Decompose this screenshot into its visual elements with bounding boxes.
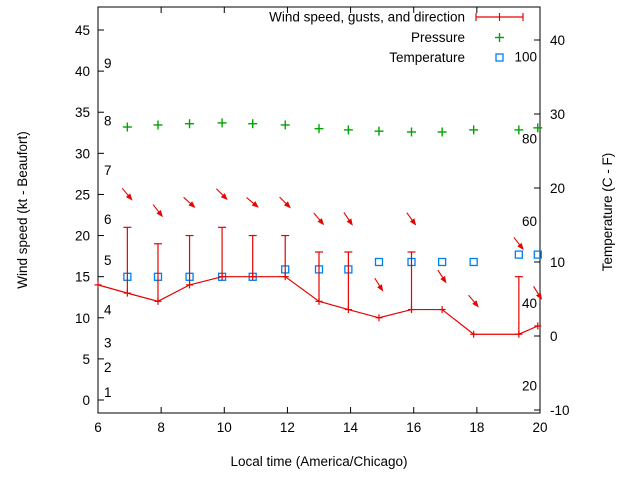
wind-arrow-head (440, 275, 447, 284)
y-right-axis-title: Temperature (C - F) (600, 153, 615, 272)
wind-speed-line (97, 276, 539, 335)
y-left-axis-title: Wind speed (kt - Beaufort) (15, 131, 30, 289)
y-left-tick-label: 5 (82, 352, 90, 367)
beaufort-label: 5 (104, 253, 112, 268)
wind-series (94, 187, 543, 338)
x-tick-label: 12 (280, 420, 295, 435)
y-right-tick-label: 20 (550, 181, 565, 196)
axis-border (97, 6, 541, 414)
wind-direction-arrow (279, 196, 291, 209)
wind-arrow-head (535, 292, 543, 300)
wind-arrow-head (409, 218, 417, 226)
y-left-tick-label: 30 (75, 146, 90, 161)
beaufort-label: 1 (104, 385, 112, 400)
y-right-tick-label: 30 (550, 107, 565, 122)
fahrenheit-scale-labels: 20 40 60 80 100 (514, 49, 537, 393)
x-axis-ticks: 6 8 10 12 14 16 18 20 (94, 7, 548, 435)
fahrenheit-label: 60 (522, 214, 537, 229)
beaufort-label: 4 (104, 303, 112, 318)
wind-arrow-head (188, 201, 196, 209)
plot-border (97, 6, 541, 414)
x-tick-label: 10 (217, 420, 232, 435)
x-tick-label: 16 (406, 420, 421, 435)
pressure-series (122, 118, 543, 137)
legend-label-pressure: Pressure (411, 30, 465, 45)
temperature-point (374, 257, 384, 267)
x-tick-label: 14 (343, 420, 359, 435)
legend-sample-temperature (495, 53, 504, 62)
x-tick-label: 6 (94, 420, 102, 435)
fahrenheit-label: 80 (522, 132, 537, 147)
temperature-point (514, 250, 523, 259)
wind-direction-arrow (152, 204, 163, 218)
y-left-tick-label: 45 (75, 23, 90, 38)
temperature-point (469, 257, 478, 267)
y-left-ticks: 0 5 10 15 20 25 30 35 40 45 (75, 23, 104, 408)
y-right-tick-label: 40 (550, 33, 565, 48)
wind-arrow-head (346, 218, 353, 226)
wind-direction-arrow (513, 237, 524, 251)
wind-direction-arrow (246, 197, 259, 208)
legend-label-wind: Wind speed, gusts, and direction (269, 10, 465, 25)
wind-direction-arrow (343, 212, 353, 226)
y-right-tick-label: 0 (550, 329, 558, 344)
wind-arrow-head (283, 201, 291, 209)
wind-direction-arrow (183, 196, 196, 209)
wind-arrow-head (472, 300, 479, 308)
legend-label-temperature: Temperature (389, 50, 465, 65)
y-left-tick-label: 40 (75, 64, 90, 79)
wind-arrow-head (317, 218, 325, 226)
y-left-tick-label: 0 (82, 393, 90, 408)
fahrenheit-label: 40 (522, 296, 537, 311)
y-left-tick-label: 25 (75, 187, 90, 202)
y-right-tick-label: 10 (550, 255, 565, 270)
wind-arrow-head (517, 242, 524, 251)
beaufort-label: 3 (104, 335, 112, 350)
y-left-tick-label: 35 (75, 105, 90, 120)
y-left-tick-label: 15 (75, 270, 90, 285)
fahrenheit-label: 20 (522, 378, 537, 393)
wind-arrow-head (125, 193, 133, 201)
wind-direction-arrow (437, 269, 447, 284)
x-tick-label: 20 (532, 420, 547, 435)
beaufort-label: 9 (104, 56, 112, 71)
legend (475, 13, 524, 62)
x-axis-title: Local time (America/Chicago) (230, 454, 407, 469)
wind-direction-arrow (374, 277, 384, 292)
wind-arrow-head (251, 201, 259, 208)
fahrenheit-label: 100 (514, 49, 537, 64)
wind-arrow-head (156, 209, 163, 218)
temperature-series (123, 250, 542, 281)
beaufort-label: 8 (104, 113, 112, 128)
wind-arrow-head (220, 193, 228, 201)
wind-direction-arrow (406, 212, 417, 226)
beaufort-label: 7 (104, 163, 112, 178)
beaufort-label: 2 (104, 360, 112, 375)
x-tick-label: 8 (157, 420, 165, 435)
temperature-point (437, 257, 447, 267)
temperature-point (533, 250, 542, 259)
x-tick-label: 18 (469, 420, 484, 435)
y-left-tick-label: 20 (75, 229, 90, 244)
beaufort-scale-labels: 1 2 3 4 5 6 7 8 9 (104, 56, 112, 400)
wind-direction-arrow (533, 286, 543, 300)
y-right-ticks: -10 0 10 20 30 40 (534, 33, 570, 418)
y-left-tick-label: 10 (75, 311, 90, 326)
wind-direction-arrow (121, 187, 133, 201)
y-right-tick-label: -10 (550, 403, 570, 418)
wind-arrow-head (377, 284, 384, 292)
wind-direction-arrow (468, 294, 479, 308)
beaufort-label: 6 (104, 212, 112, 227)
wind-direction-arrow (313, 212, 325, 226)
wind-direction-arrow (216, 188, 228, 201)
